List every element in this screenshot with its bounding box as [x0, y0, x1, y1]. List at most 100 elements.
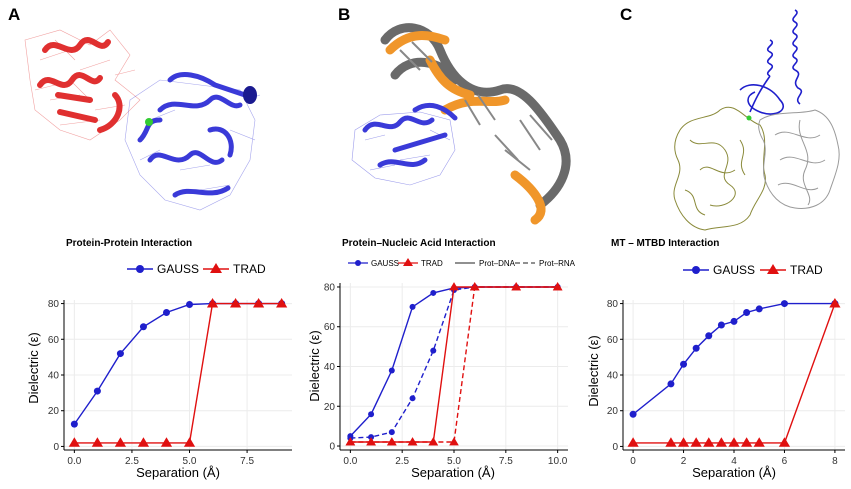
ion-marker-c	[746, 115, 752, 121]
mtbd-coil-image	[739, 9, 803, 115]
legend-gauss-marker	[355, 260, 361, 266]
data-point-trad	[114, 437, 127, 447]
data-point-trad	[160, 437, 173, 447]
data-point-trad	[366, 437, 376, 446]
data-point-trad	[449, 282, 459, 291]
chart-legend: GAUSS TRAD Prot–DNA Prot–RNA	[348, 258, 576, 268]
data-point-trad	[68, 437, 80, 447]
x-tick-label: 2.5	[395, 456, 409, 467]
legend-trad-marker	[767, 264, 779, 274]
data-point-trad	[741, 437, 753, 447]
x-tick-label: 7.5	[240, 456, 254, 467]
tubulin-gray-image	[758, 109, 840, 209]
panel-letter-c: C	[620, 5, 632, 24]
data-point-trad	[511, 282, 521, 291]
data-point-trad	[627, 437, 639, 447]
data-point-trad	[703, 437, 715, 447]
data-point-trad	[665, 437, 677, 447]
y-tick-label: 80	[48, 299, 60, 310]
data-point-trad	[690, 437, 702, 447]
data-point-gauss	[717, 321, 725, 329]
data-point-gauss	[93, 387, 101, 395]
data-point-trad	[728, 437, 740, 447]
data-point-gauss	[730, 317, 738, 325]
data-point-gauss	[743, 309, 751, 316]
data-point-gauss	[680, 360, 688, 368]
data-point-gauss	[186, 300, 194, 308]
y-tick-label: 0	[612, 442, 618, 453]
y-tick-label: 0	[329, 442, 335, 453]
red-protein-image	[24, 29, 141, 141]
data-point-gauss	[705, 332, 713, 340]
data-point-trad	[137, 437, 150, 447]
y-axis-label: Dielectric (ε)	[307, 330, 322, 402]
data-point-gauss	[409, 303, 416, 310]
data-point-trad	[753, 437, 765, 447]
y-tick-label: 40	[48, 371, 60, 382]
y-axis-label: Dielectric (ε)	[586, 335, 601, 407]
data-point-trad	[677, 437, 690, 447]
legend-trad-label: TRAD	[790, 263, 823, 277]
data-point-trad	[469, 282, 480, 291]
series-line-gauss	[350, 286, 558, 439]
y-tick-label: 60	[324, 322, 336, 333]
x-tick-label: 0.0	[343, 456, 357, 467]
ion-marker	[145, 118, 153, 126]
legend-gauss-label: GAUSS	[371, 259, 399, 268]
data-point-gauss	[629, 410, 637, 418]
plot-area: 0 20 40 60 80 0.0 2.5 5.0 7.5 10.0	[324, 282, 568, 467]
data-point-trad	[715, 437, 727, 447]
legend-prot-rna-label: Prot–RNA	[539, 259, 576, 268]
legend-prot-dna-label: Prot–DNA	[479, 259, 516, 268]
y-axis-label: Dielectric (ε)	[26, 332, 41, 404]
legend-gauss-marker	[692, 266, 700, 274]
x-tick-label: 5.0	[183, 456, 197, 467]
legend-trad-marker	[210, 263, 222, 273]
data-point-gauss	[780, 300, 788, 308]
data-point-gauss	[388, 367, 395, 374]
data-point-trad	[387, 437, 397, 446]
base-pairs-image	[399, 41, 553, 171]
x-tick-label: 7.5	[499, 456, 513, 467]
chart-legend: GAUSS TRAD	[127, 262, 266, 276]
x-tick-label: 8	[832, 456, 838, 467]
x-tick-label: 6	[782, 456, 788, 467]
data-point-gauss	[409, 395, 416, 402]
data-point-trad	[229, 297, 242, 308]
legend-trad-label: TRAD	[233, 262, 266, 276]
x-tick-label: 10.0	[548, 456, 568, 467]
y-tick-label: 60	[48, 335, 60, 346]
data-point-trad	[345, 437, 356, 446]
chart-title: Protein–Nucleic Acid Interaction	[342, 238, 496, 249]
data-point-gauss	[755, 305, 763, 313]
legend-gauss-label: GAUSS	[157, 262, 199, 276]
chart-protein-nucleic-acid: Protein–Nucleic Acid Interaction GAUSS T…	[307, 238, 576, 480]
y-tick-label: 60	[607, 335, 619, 346]
tubulin-olive-image	[673, 106, 766, 231]
protein-image	[351, 103, 458, 186]
x-tick-label: 2.5	[125, 456, 139, 467]
data-point-gauss	[368, 434, 375, 441]
y-tick-label: 40	[607, 371, 619, 382]
series-line-gauss	[73, 302, 282, 425]
data-point-gauss	[70, 420, 78, 428]
data-point-gauss	[368, 411, 375, 418]
data-point-trad	[206, 297, 219, 308]
x-tick-label: 2	[681, 456, 687, 467]
y-tick-label: 80	[324, 282, 336, 293]
legend-trad-label: TRAD	[421, 259, 443, 268]
chart-mt-mtbd: MT – MTBD Interaction GAUSS TRAD Dielect…	[586, 238, 845, 480]
panel-b-structure: B	[338, 5, 571, 225]
data-point-gauss	[692, 344, 700, 352]
x-tick-label: 0	[630, 456, 636, 467]
series-line-trad	[74, 302, 282, 444]
plot-area: 0 20 40 60 80 0.0 2.5 5.0 7.5	[48, 297, 292, 467]
data-point-trad	[428, 437, 439, 446]
panel-letter-b: B	[338, 5, 350, 24]
chart-protein-protein: Protein-Protein Interaction GAUSS TRAD D…	[26, 238, 292, 480]
chart-title: Protein-Protein Interaction	[66, 238, 192, 249]
y-tick-label: 80	[607, 299, 619, 310]
x-tick-label: 0.0	[67, 456, 81, 467]
chart-title: MT – MTBD Interaction	[611, 238, 719, 249]
